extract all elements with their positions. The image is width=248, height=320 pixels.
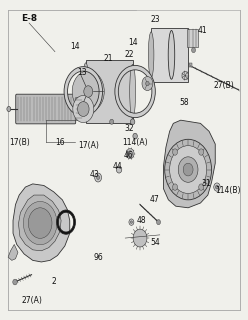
- Bar: [189, 63, 191, 67]
- Circle shape: [133, 229, 147, 247]
- Ellipse shape: [82, 63, 89, 120]
- Circle shape: [13, 279, 17, 285]
- Bar: [151, 28, 188, 82]
- Circle shape: [173, 149, 178, 155]
- Ellipse shape: [168, 30, 175, 79]
- Text: 114(B): 114(B): [215, 186, 240, 195]
- Circle shape: [182, 71, 188, 80]
- Circle shape: [28, 208, 52, 238]
- Circle shape: [165, 139, 212, 200]
- Polygon shape: [18, 195, 61, 251]
- Circle shape: [142, 76, 153, 91]
- FancyBboxPatch shape: [16, 94, 76, 124]
- Circle shape: [156, 220, 160, 225]
- Text: 114(A): 114(A): [122, 138, 148, 147]
- Circle shape: [110, 119, 114, 124]
- Circle shape: [129, 219, 134, 225]
- Text: 13: 13: [77, 68, 87, 77]
- Circle shape: [78, 101, 89, 116]
- Bar: [187, 29, 198, 47]
- Text: 16: 16: [55, 138, 65, 147]
- Circle shape: [199, 149, 204, 155]
- Text: 23: 23: [150, 15, 160, 24]
- Text: 44: 44: [113, 162, 123, 171]
- Text: 27(A): 27(A): [21, 296, 42, 305]
- Ellipse shape: [148, 32, 154, 78]
- Polygon shape: [163, 120, 215, 208]
- Text: 96: 96: [93, 253, 103, 262]
- Circle shape: [183, 163, 193, 176]
- Text: 2: 2: [51, 276, 56, 285]
- Circle shape: [128, 151, 132, 156]
- Circle shape: [73, 95, 94, 123]
- Text: 48: 48: [136, 216, 146, 225]
- Circle shape: [170, 146, 207, 194]
- Text: 41: 41: [198, 27, 208, 36]
- Text: 14: 14: [70, 42, 80, 52]
- Circle shape: [7, 107, 11, 112]
- Circle shape: [133, 133, 137, 139]
- Text: 46: 46: [124, 151, 134, 160]
- Text: 58: 58: [180, 98, 189, 107]
- Circle shape: [126, 148, 134, 159]
- Text: 17(A): 17(A): [78, 141, 99, 150]
- Text: 22: 22: [124, 50, 134, 59]
- Text: 32: 32: [124, 124, 134, 132]
- Text: 21: 21: [103, 53, 113, 62]
- Polygon shape: [13, 184, 70, 262]
- Circle shape: [216, 185, 218, 189]
- Circle shape: [191, 48, 195, 52]
- Circle shape: [178, 157, 198, 182]
- Circle shape: [84, 86, 93, 97]
- Text: 47: 47: [150, 195, 160, 204]
- Circle shape: [72, 71, 104, 112]
- Polygon shape: [8, 244, 18, 260]
- Circle shape: [173, 184, 178, 190]
- Circle shape: [97, 176, 100, 180]
- Text: 43: 43: [90, 170, 99, 179]
- Circle shape: [130, 221, 132, 223]
- Text: 14: 14: [128, 38, 137, 47]
- Text: 31: 31: [202, 180, 212, 188]
- Circle shape: [95, 173, 102, 182]
- Circle shape: [116, 166, 122, 173]
- Text: 27(B): 27(B): [214, 81, 234, 90]
- Circle shape: [23, 201, 57, 245]
- Text: E-8: E-8: [21, 14, 37, 23]
- Ellipse shape: [130, 64, 136, 119]
- Text: 54: 54: [150, 238, 160, 247]
- Circle shape: [130, 119, 135, 124]
- Circle shape: [146, 81, 149, 86]
- Text: 17(B): 17(B): [9, 138, 30, 147]
- FancyBboxPatch shape: [75, 98, 83, 120]
- Bar: [86, 60, 133, 123]
- Circle shape: [199, 184, 204, 190]
- Circle shape: [214, 183, 220, 191]
